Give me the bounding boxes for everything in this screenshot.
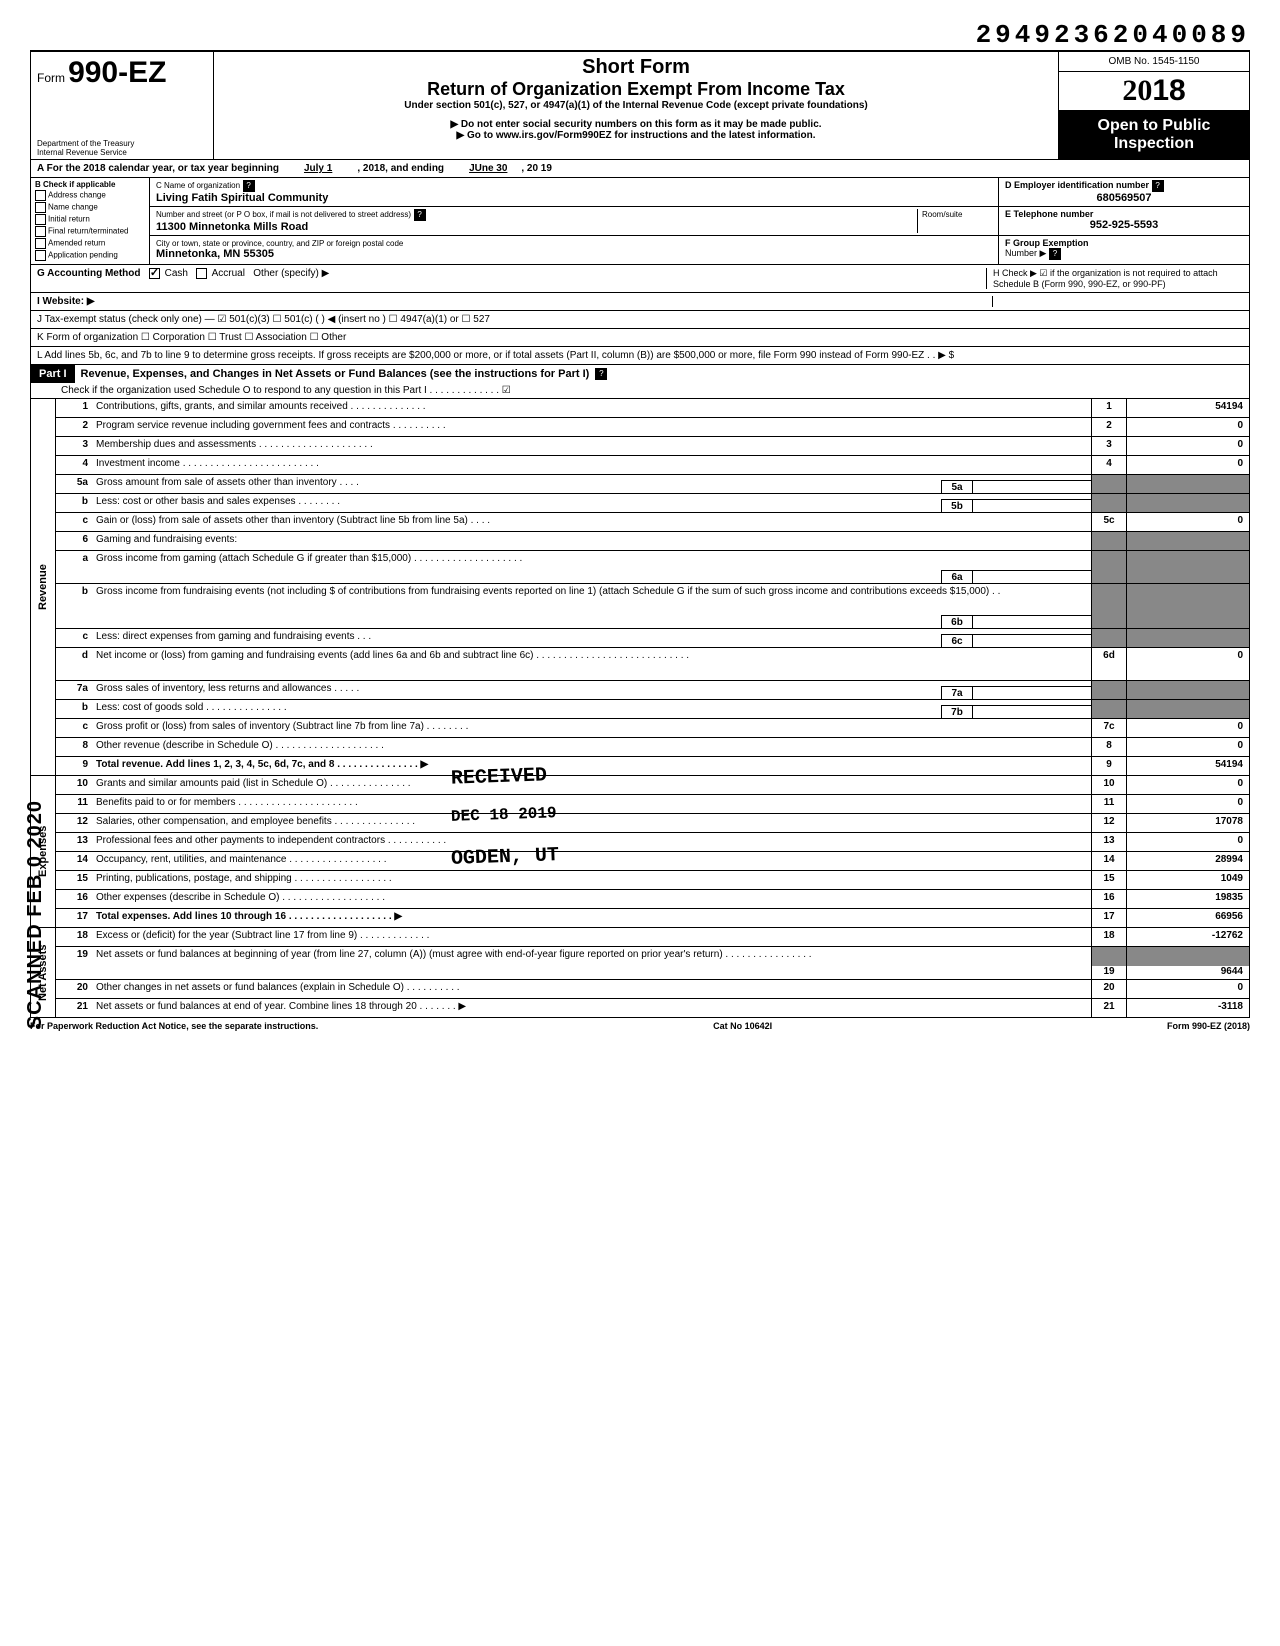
check-schedule-o: Check if the organization used Schedule …	[31, 383, 1249, 398]
part1-title: Revenue, Expenses, and Changes in Net As…	[75, 365, 596, 383]
tax-year: 2018	[1059, 72, 1249, 111]
help-icon[interactable]: ?	[1049, 248, 1061, 260]
line1-val: 54194	[1126, 399, 1249, 417]
omb-number: OMB No. 1545-1150	[1059, 52, 1249, 72]
line5c-val: 0	[1126, 513, 1249, 531]
open-public-1: Open to Public	[1063, 117, 1245, 135]
line11-val: 0	[1126, 795, 1249, 813]
return-title: Return of Organization Exempt From Incom…	[220, 79, 1052, 100]
row-i: I Website: ▶	[37, 296, 992, 307]
org-street: 11300 Minnetonka Mills Road	[156, 221, 308, 233]
help-icon[interactable]: ?	[1152, 180, 1164, 192]
line12-val: 17078	[1126, 814, 1249, 832]
line8-val: 0	[1126, 738, 1249, 756]
row-a: A For the 2018 calendar year, or tax yea…	[30, 160, 1250, 178]
col-b-checkboxes: B Check if applicable Address change Nam…	[31, 178, 150, 264]
line2-val: 0	[1126, 418, 1249, 436]
check-name[interactable]	[35, 202, 46, 213]
footer-left: For Paperwork Reduction Act Notice, see …	[30, 1021, 318, 1031]
phone: 952-925-5593	[1005, 219, 1243, 231]
check-address[interactable]	[35, 190, 46, 201]
footer-right: Form 990-EZ (2018)	[1167, 1021, 1250, 1031]
row-h: H Check ▶ ☑ if the organization is not r…	[986, 268, 1243, 289]
footer-mid: Cat No 10642I	[713, 1021, 772, 1031]
revenue-label: Revenue	[31, 399, 56, 775]
line7c-val: 0	[1126, 719, 1249, 737]
line9-val: 54194	[1126, 757, 1249, 775]
check-cash[interactable]	[149, 268, 160, 279]
line18-val: -12762	[1126, 928, 1249, 946]
row-j: J Tax-exempt status (check only one) — ☑…	[30, 311, 1250, 329]
line10-val: 0	[1126, 776, 1249, 794]
check-initial[interactable]	[35, 214, 46, 225]
line20-val: 0	[1126, 980, 1249, 998]
line19-val: 9644	[1133, 966, 1243, 977]
line4-val: 0	[1126, 456, 1249, 474]
org-city: Minnetonka, MN 55305	[156, 248, 274, 260]
warning-text: ▶ Do not enter social security numbers o…	[220, 119, 1052, 130]
org-name: Living Fatih Spiritual Community	[156, 192, 328, 204]
treasury-line1: Department of the Treasury	[37, 139, 134, 148]
line16-val: 19835	[1126, 890, 1249, 908]
line21-val: -3118	[1126, 999, 1249, 1017]
line15-val: 1049	[1126, 871, 1249, 889]
row-g: G Accounting Method Cash Accrual Other (…	[37, 268, 986, 289]
line6d-val: 0	[1126, 648, 1249, 680]
goto-text: ▶ Go to www.irs.gov/Form990EZ for instru…	[220, 130, 1052, 141]
line17-val: 66956	[1126, 909, 1249, 927]
check-amended[interactable]	[35, 238, 46, 249]
form-header: Form 990-EZ Department of the Treasury I…	[30, 50, 1250, 160]
row-k: K Form of organization ☐ Corporation ☐ T…	[30, 329, 1250, 347]
help-icon[interactable]: ?	[595, 368, 607, 380]
ein: 680569507	[1005, 192, 1243, 204]
subtitle: Under section 501(c), 527, or 4947(a)(1)…	[220, 100, 1052, 111]
treasury-line2: Internal Revenue Service	[37, 148, 134, 157]
check-pending[interactable]	[35, 250, 46, 261]
form-number: 990-EZ	[68, 56, 166, 89]
help-icon[interactable]: ?	[414, 209, 426, 221]
line13-val: 0	[1126, 833, 1249, 851]
line14-val: 28994	[1126, 852, 1249, 870]
help-icon[interactable]: ?	[243, 180, 255, 192]
open-public-2: Inspection	[1063, 135, 1245, 153]
line3-val: 0	[1126, 437, 1249, 455]
row-l: L Add lines 5b, 6c, and 7b to line 9 to …	[30, 347, 1250, 365]
check-final[interactable]	[35, 226, 46, 237]
part1-label: Part I	[31, 365, 75, 383]
check-accrual[interactable]	[196, 268, 207, 279]
document-id: 29492362040089	[30, 20, 1250, 50]
short-form-label: Short Form	[220, 56, 1052, 79]
scanned-stamp: SCANNED FEB 0 2020	[24, 800, 47, 1029]
form-prefix: Form	[37, 71, 65, 85]
